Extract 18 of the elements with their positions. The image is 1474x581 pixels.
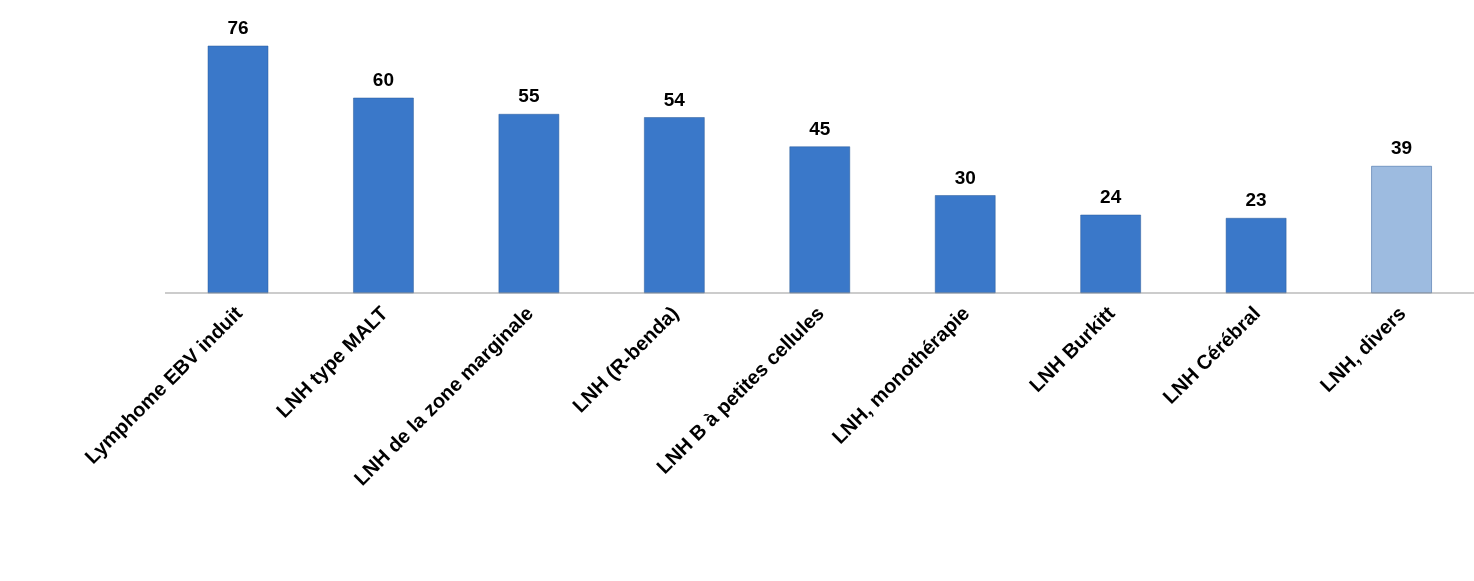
bar (1371, 166, 1432, 294)
data-label: 23 (1245, 189, 1267, 211)
data-label: 54 (663, 88, 686, 110)
bar (498, 114, 560, 294)
bar (1080, 214, 1141, 294)
data-label: 45 (809, 117, 831, 139)
data-label: 24 (1100, 186, 1122, 207)
data-label: 39 (1390, 137, 1413, 159)
bar (789, 146, 851, 294)
bar (207, 45, 269, 294)
bar (1225, 218, 1287, 294)
bar (644, 117, 705, 294)
data-label: 76 (227, 17, 249, 38)
bar (353, 97, 414, 294)
bar (934, 195, 996, 294)
data-label: 60 (372, 69, 395, 90)
data-label: 55 (518, 85, 540, 107)
data-label: 30 (954, 166, 976, 188)
